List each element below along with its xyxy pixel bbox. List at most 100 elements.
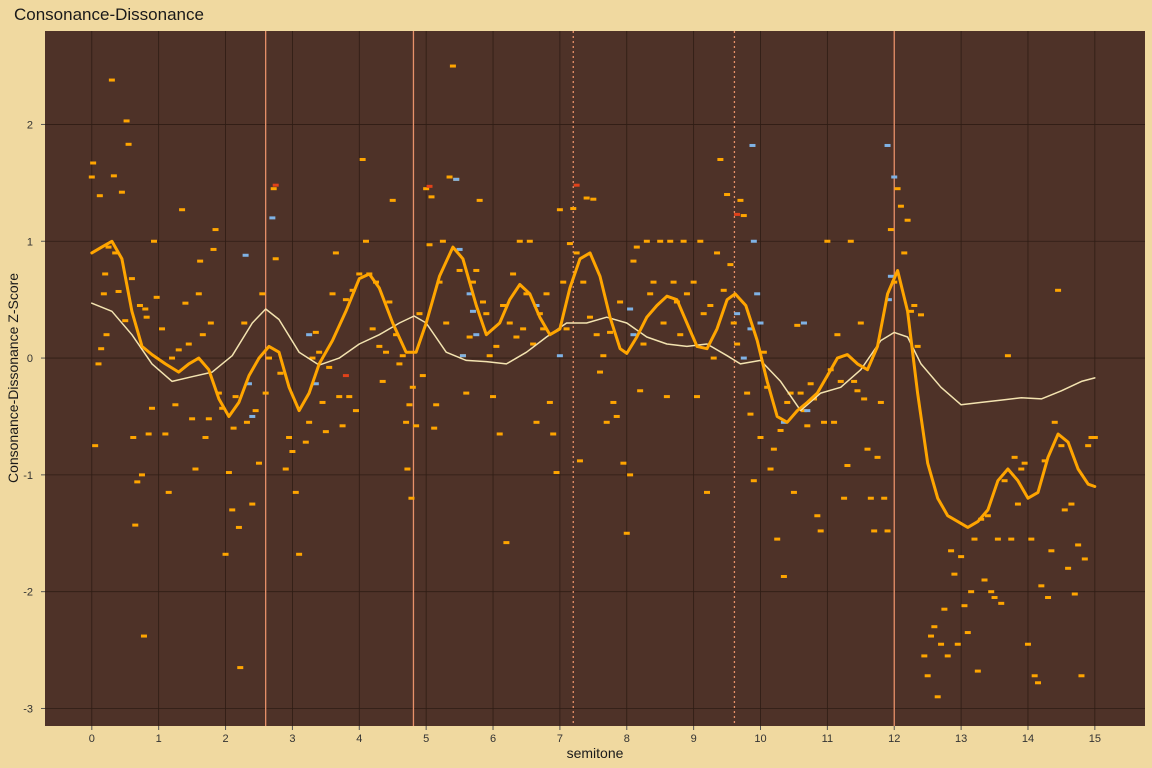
data-point — [817, 529, 824, 533]
data-point — [887, 228, 894, 232]
data-point — [683, 292, 690, 296]
data-point — [406, 403, 413, 407]
data-point — [749, 143, 756, 147]
data-point — [570, 207, 577, 211]
data-point — [282, 467, 289, 471]
data-point — [292, 490, 299, 494]
data-point — [466, 335, 473, 339]
data-point — [262, 391, 269, 395]
data-point — [931, 625, 938, 629]
primary-smooth-line — [90, 239, 1097, 529]
y-tick-label: 2 — [27, 119, 33, 131]
data-point — [804, 409, 811, 413]
data-point — [704, 490, 711, 494]
data-point — [169, 356, 176, 360]
data-point — [814, 514, 821, 518]
data-point — [637, 389, 644, 393]
data-point — [643, 239, 650, 243]
data-point — [593, 333, 600, 337]
data-point — [426, 243, 433, 247]
data-point — [857, 321, 864, 325]
data-point — [804, 424, 811, 428]
data-point — [423, 187, 430, 191]
chart-title: Consonance-Dissonance — [14, 5, 204, 24]
data-point — [734, 342, 741, 346]
data-point — [506, 321, 513, 325]
data-point — [249, 502, 256, 506]
data-point — [241, 321, 248, 325]
data-point — [302, 440, 309, 444]
data-point — [530, 342, 537, 346]
data-point — [543, 292, 550, 296]
data-point — [1068, 502, 1075, 506]
data-point — [326, 365, 333, 369]
data-point — [627, 307, 634, 311]
data-point — [215, 391, 222, 395]
data-point — [894, 187, 901, 191]
data-point — [153, 295, 160, 299]
data-point — [205, 417, 212, 421]
data-point — [369, 327, 376, 331]
data-point — [904, 218, 911, 222]
data-point — [243, 420, 250, 424]
data-point — [145, 432, 152, 436]
data-point — [252, 409, 259, 413]
smooth-lines — [90, 239, 1097, 529]
data-point — [831, 420, 838, 424]
data-point — [128, 277, 135, 281]
data-point — [780, 420, 787, 424]
data-point — [142, 307, 149, 311]
data-point — [707, 303, 714, 307]
data-point — [841, 496, 848, 500]
data-point — [88, 175, 95, 179]
data-point — [520, 327, 527, 331]
data-point — [958, 555, 965, 559]
data-point — [245, 382, 252, 386]
data-point — [322, 430, 329, 434]
data-point — [95, 362, 102, 366]
data-point — [897, 204, 904, 208]
data-point — [1021, 461, 1028, 465]
x-axis-ticks: 0 1 2 3 4 5 6 7 8 9 10 11 12 13 14 15 — [89, 726, 1101, 745]
data-point — [556, 354, 563, 358]
data-point — [951, 572, 958, 576]
data-point — [590, 197, 597, 201]
data-point — [727, 263, 734, 267]
data-point — [526, 239, 533, 243]
data-point — [110, 174, 117, 178]
data-point — [891, 175, 898, 179]
x-tick-label: 6 — [490, 733, 496, 745]
data-point — [132, 523, 139, 527]
data-point — [229, 508, 236, 512]
data-point — [734, 312, 741, 316]
data-point — [948, 549, 955, 553]
data-point — [924, 674, 931, 678]
data-point — [650, 280, 657, 284]
data-point — [824, 239, 831, 243]
data-point — [640, 342, 647, 346]
data-point — [419, 374, 426, 378]
data-point — [469, 309, 476, 313]
data-point — [103, 333, 110, 337]
data-point — [877, 400, 884, 404]
data-point — [847, 239, 854, 243]
data-point — [123, 119, 130, 123]
data-point — [230, 426, 237, 430]
data-point — [210, 247, 217, 251]
data-point — [92, 444, 99, 448]
secondary-smooth-line — [91, 302, 1096, 412]
data-point — [469, 280, 476, 284]
data-point — [456, 268, 463, 272]
data-point — [837, 379, 844, 383]
x-tick-label: 14 — [1022, 733, 1034, 745]
data-point — [356, 272, 363, 276]
x-tick-label: 4 — [356, 733, 362, 745]
data-point — [754, 292, 761, 296]
data-point — [734, 212, 741, 216]
x-tick-label: 0 — [89, 733, 95, 745]
data-point — [416, 312, 423, 316]
data-point — [431, 426, 438, 430]
data-point — [553, 471, 560, 475]
data-point — [309, 356, 316, 360]
data-point — [376, 344, 383, 348]
